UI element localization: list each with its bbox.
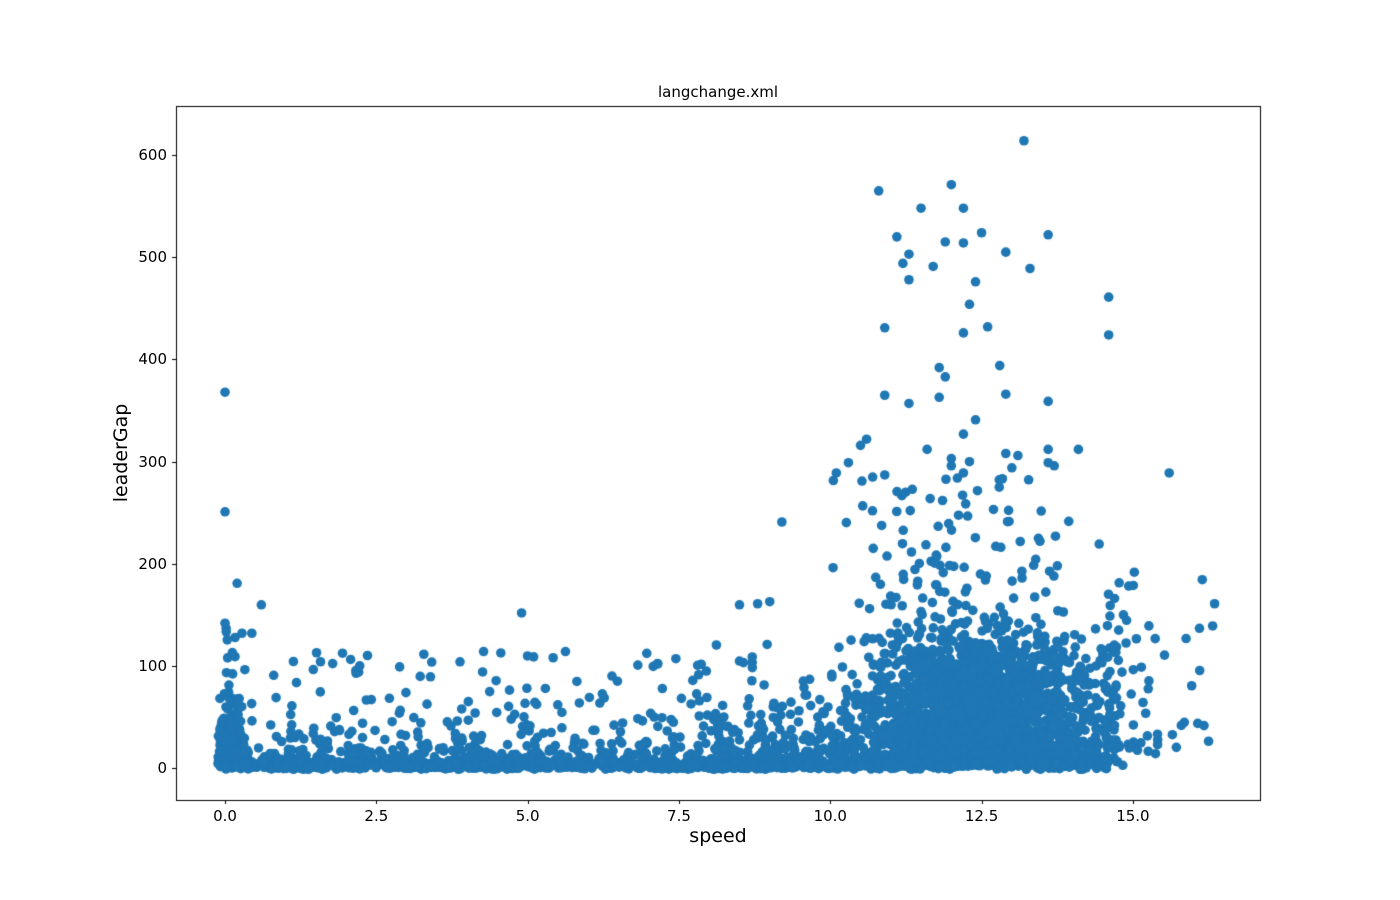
y-tick-label: 0 bbox=[157, 759, 167, 778]
chart-title: langchange.xml bbox=[657, 83, 778, 101]
y-axis-label: leaderGap bbox=[110, 403, 132, 503]
y-tick-label: 400 bbox=[138, 350, 167, 369]
y-tick-label: 600 bbox=[138, 146, 167, 165]
y-tick-label: 200 bbox=[138, 554, 167, 573]
y-tick-label: 100 bbox=[138, 657, 167, 676]
x-tick-label: 15.0 bbox=[1116, 807, 1150, 825]
x-tick-label: 5.0 bbox=[515, 807, 540, 825]
x-tick-label: 10.0 bbox=[813, 807, 847, 825]
x-tick-label: 12.5 bbox=[964, 807, 999, 825]
x-tick-label: 0.0 bbox=[213, 807, 237, 825]
x-tick-label: 2.5 bbox=[364, 807, 389, 825]
y-tick-label: 300 bbox=[138, 452, 167, 471]
x-axis-label: speed bbox=[689, 825, 747, 847]
x-tick-label: 7.5 bbox=[667, 807, 691, 825]
y-tick-label: 500 bbox=[138, 248, 167, 267]
